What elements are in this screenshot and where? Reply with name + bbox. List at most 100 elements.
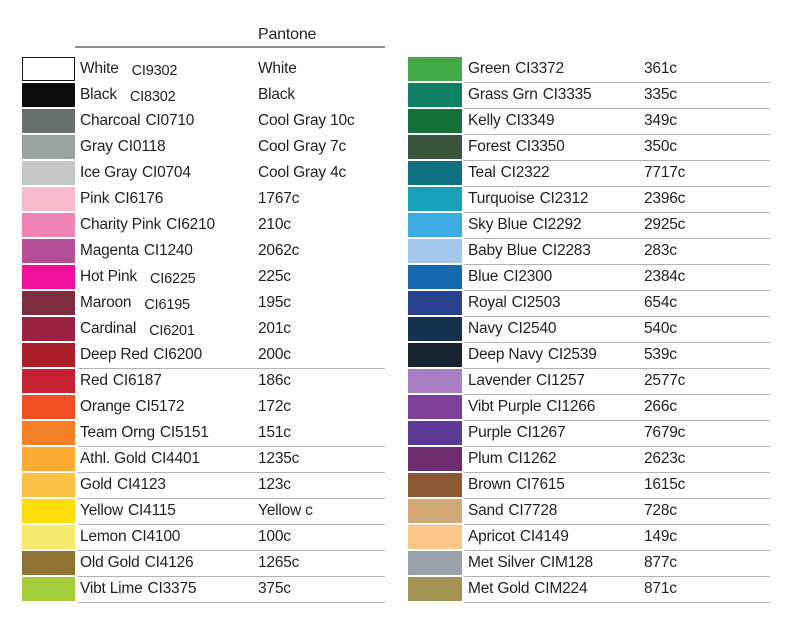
color-ci-code: CI7728 <box>508 502 558 519</box>
pantone-value: 7717c <box>644 164 686 181</box>
color-label: Deep Navy CI2539 <box>468 343 597 367</box>
color-name: Magenta <box>80 242 139 259</box>
color-row: Plum CI1262 2623c <box>408 447 770 473</box>
color-label: Apricot CI4149 <box>468 525 569 549</box>
pantone-value: Cool Gray 4c <box>258 164 347 181</box>
color-name: Orange <box>80 398 131 415</box>
color-swatch <box>408 161 462 185</box>
color-swatch <box>408 213 462 237</box>
row-underline <box>464 420 770 421</box>
color-swatch <box>408 291 462 315</box>
color-ci-code: CI2322 <box>500 164 550 181</box>
row-underline <box>464 82 770 83</box>
color-ci-code: CI0704 <box>141 164 191 181</box>
color-label: Purple CI1267 <box>468 421 566 445</box>
row-underline <box>464 550 770 551</box>
color-name: Deep Red <box>80 346 149 363</box>
row-underline <box>78 498 385 499</box>
color-ci-code: CI3350 <box>515 138 565 155</box>
color-swatch <box>408 421 462 445</box>
color-name: Kelly <box>468 112 501 129</box>
color-row: Baby Blue CI2283 283c <box>408 239 770 265</box>
color-name: Forest <box>468 138 511 155</box>
color-ci-code: CI3335 <box>542 86 592 103</box>
color-swatch <box>408 317 462 341</box>
color-row: Deep Navy CI2539 539c <box>408 343 770 369</box>
color-row: Sand CI7728 728c <box>408 499 770 525</box>
color-swatch <box>408 343 462 367</box>
color-label: Met Silver CIM128 <box>468 551 593 575</box>
color-name: Turquoise <box>468 190 535 207</box>
color-swatch <box>408 447 462 471</box>
color-ci-code: CI2312 <box>539 190 589 207</box>
color-swatch <box>408 525 462 549</box>
color-row: Royal CI2503 654c <box>408 291 770 317</box>
color-name: Vibt Purple <box>468 398 542 415</box>
color-row: White CI9302 White <box>22 57 385 83</box>
color-ci-code: CI1262 <box>507 450 557 467</box>
color-name: Sand <box>468 502 504 519</box>
color-name: Blue <box>468 268 499 285</box>
color-swatch <box>22 161 75 185</box>
pantone-value: 151c <box>258 424 291 441</box>
color-ci-code: CI5172 <box>135 398 185 415</box>
row-underline <box>464 472 770 473</box>
row-underline <box>78 576 385 577</box>
color-row: Apricot CI4149 149c <box>408 525 770 551</box>
row-underline <box>464 186 770 187</box>
color-label: Charity Pink CI6210 <box>80 213 215 237</box>
color-swatch <box>408 473 462 497</box>
color-row: Met Silver CIM128 877c <box>408 551 770 577</box>
row-underline <box>78 602 385 603</box>
color-name: Gray <box>80 138 113 155</box>
color-name: White <box>80 60 119 77</box>
color-name: Vibt Lime <box>80 580 143 597</box>
color-row: Deep Red CI6200 200c <box>22 343 385 369</box>
color-row: Vibt Purple CI1266 266c <box>408 395 770 421</box>
color-row: Grass Grn CI3335 335c <box>408 83 770 109</box>
color-ci-code: CI7615 <box>515 476 565 493</box>
color-label: Turquoise CI2312 <box>468 187 589 211</box>
color-label: White CI9302 <box>80 57 177 81</box>
color-swatch <box>22 577 75 601</box>
color-ci-code: CI2300 <box>503 268 553 285</box>
color-row: Orange CI5172 172c <box>22 395 385 421</box>
row-underline <box>464 524 770 525</box>
color-row: Gray CI0118 Cool Gray 7c <box>22 135 385 161</box>
pantone-value: 210c <box>258 216 291 233</box>
pantone-value: 2396c <box>644 190 686 207</box>
pantone-value: 7679c <box>644 424 686 441</box>
color-name: Plum <box>468 450 503 467</box>
color-label: Pink CI6176 <box>80 187 163 211</box>
color-label: Green CI3372 <box>468 57 564 81</box>
color-ci-code: CI4149 <box>519 528 569 545</box>
color-ci-code: CI4115 <box>128 502 176 519</box>
color-name: Charity Pink <box>80 216 162 233</box>
color-name: Met Gold <box>468 580 530 597</box>
pantone-value: 349c <box>644 112 677 129</box>
color-label: Red CI6187 <box>80 369 162 393</box>
color-ci-code: CI2539 <box>547 346 597 363</box>
color-ci-code: CI0710 <box>145 112 195 129</box>
color-swatch <box>22 187 75 211</box>
pantone-value: Yellow c <box>258 502 313 519</box>
color-ci-code: CI2540 <box>507 320 557 337</box>
pantone-value: 335c <box>644 86 677 103</box>
color-label: Met Gold CIM224 <box>468 577 588 601</box>
row-underline <box>464 394 770 395</box>
pantone-value: 172c <box>258 398 291 415</box>
pantone-value: 2577c <box>644 372 686 389</box>
row-underline <box>78 446 385 447</box>
row-underline <box>464 238 770 239</box>
color-swatch <box>22 551 75 575</box>
color-ci-code: CI4100 <box>131 528 181 545</box>
color-name: Gold <box>80 476 112 493</box>
pantone-value: 1265c <box>258 554 300 571</box>
color-name: Deep Navy <box>468 346 543 363</box>
color-name: Yellow <box>80 502 124 519</box>
color-swatch <box>408 57 462 81</box>
color-ci-code: CI2283 <box>541 242 591 259</box>
color-label: Plum CI1262 <box>468 447 557 471</box>
pantone-value: 375c <box>258 580 291 597</box>
color-name: Cardinal <box>80 320 137 337</box>
